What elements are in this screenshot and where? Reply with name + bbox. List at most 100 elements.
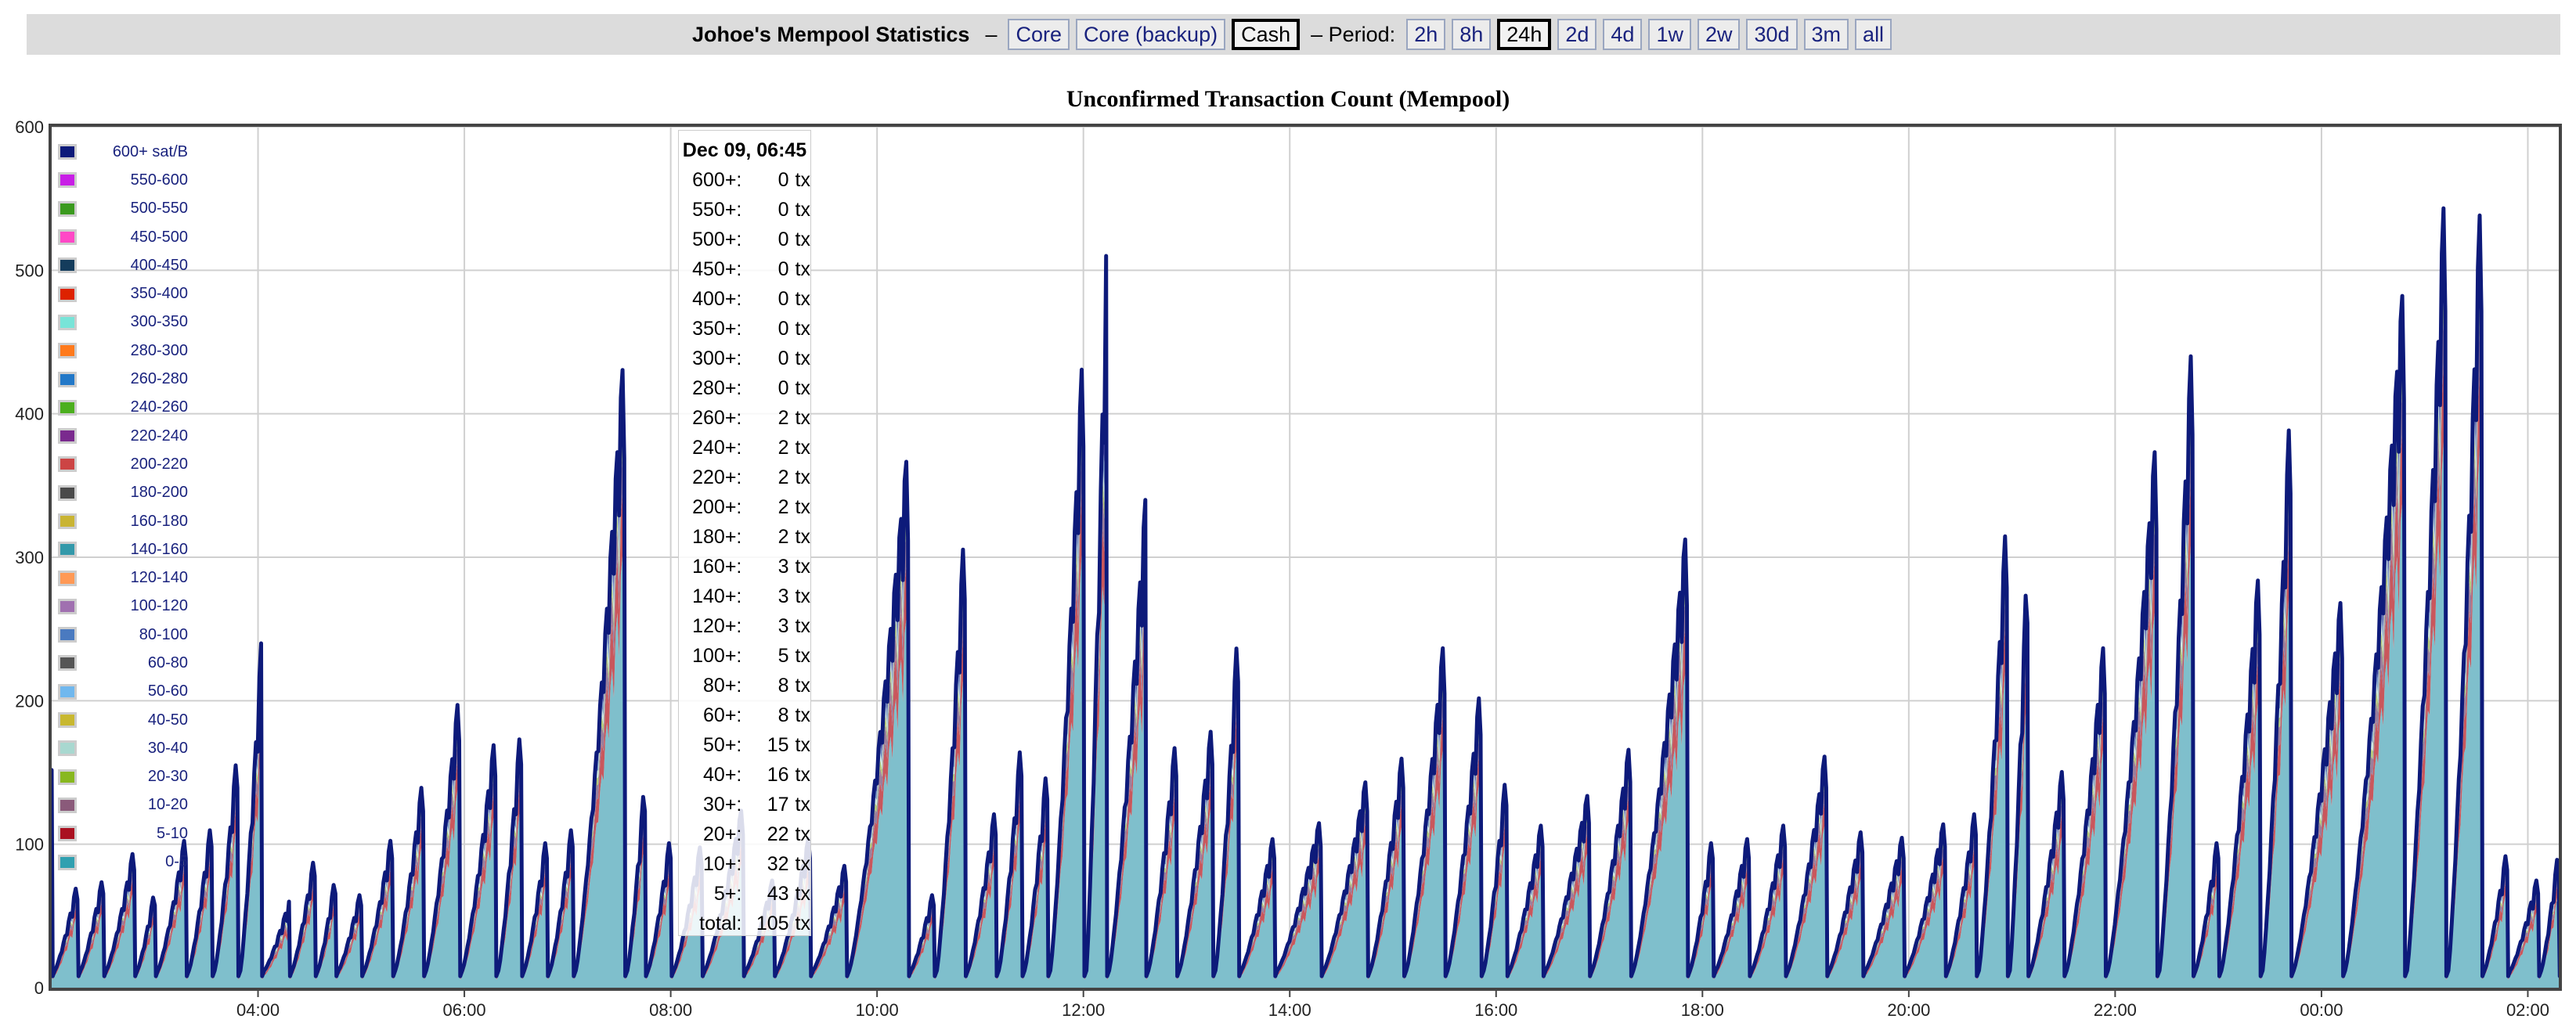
legend-label: 10-20 xyxy=(147,796,188,814)
y-tick-label: 300 xyxy=(15,548,44,567)
legend-item[interactable]: 60-80 xyxy=(58,649,188,677)
tooltip-key: 80+: xyxy=(703,675,742,697)
legend-label: 400-450 xyxy=(130,256,188,274)
tooltip-unit: tx xyxy=(795,407,810,429)
legend-item[interactable]: 300-350 xyxy=(58,308,188,337)
legend-item[interactable]: 450-500 xyxy=(58,223,188,251)
period-button-2d[interactable]: 2d xyxy=(1557,19,1597,50)
legend-item[interactable]: 40-50 xyxy=(58,706,188,734)
tooltip-title: Dec 09, 06:45 xyxy=(682,139,807,161)
period-button-4d[interactable]: 4d xyxy=(1603,19,1643,50)
legend-label: 160-180 xyxy=(130,512,188,530)
tooltip-key: 20+: xyxy=(703,823,742,845)
legend-item[interactable]: 0-5 xyxy=(58,848,188,876)
period-button-24h[interactable]: 24h xyxy=(1497,19,1552,50)
source-button-cash[interactable]: Cash xyxy=(1232,19,1301,50)
tooltip-value: 0 xyxy=(777,347,789,369)
legend-item[interactable]: 120-140 xyxy=(58,564,188,592)
legend-item[interactable]: 280-300 xyxy=(58,337,188,365)
period-button-30d[interactable]: 30d xyxy=(1746,19,1798,50)
legend-item[interactable]: 200-220 xyxy=(58,450,188,478)
hover-tooltip: Dec 09, 06:45 600+: 0 tx 550+: 0 tx 500+: 0 tx 45… xyxy=(678,130,811,936)
x-tick-label: 20:00 xyxy=(1887,1000,1930,1019)
legend-item[interactable]: 80-100 xyxy=(58,621,188,649)
legend-item[interactable]: 240-260 xyxy=(58,394,188,422)
tooltip-unit: tx xyxy=(795,704,810,726)
tooltip-row: 20+: 22 tx xyxy=(679,819,810,849)
legend-item[interactable]: 20-30 xyxy=(58,763,188,791)
tooltip-unit: tx xyxy=(795,496,810,518)
period-button-all[interactable]: all xyxy=(1855,19,1892,50)
legend-swatch xyxy=(58,286,77,302)
legend-swatch xyxy=(58,740,77,757)
legend-swatch xyxy=(58,257,77,274)
tooltip-key: 260+: xyxy=(692,407,742,429)
period-button-3m[interactable]: 3m xyxy=(1803,19,1849,50)
legend-item[interactable]: 180-200 xyxy=(58,479,188,507)
legend-swatch xyxy=(58,314,77,330)
tooltip-unit: tx xyxy=(795,169,810,191)
legend-swatch xyxy=(58,683,77,700)
tooltip-unit: tx xyxy=(795,764,810,786)
period-button-2w[interactable]: 2w xyxy=(1697,19,1741,50)
x-tick-label: 16:00 xyxy=(1474,1000,1517,1019)
period-button-1w[interactable]: 1w xyxy=(1648,19,1691,50)
legend-item[interactable]: 220-240 xyxy=(58,422,188,450)
source-button-core[interactable]: Core xyxy=(1008,19,1070,50)
period-button-2h[interactable]: 2h xyxy=(1406,19,1446,50)
legend-item[interactable]: 350-400 xyxy=(58,279,188,308)
legend-swatch xyxy=(58,428,77,445)
tooltip-value: 43 xyxy=(767,883,789,905)
tooltip-value: 0 xyxy=(777,288,789,310)
tooltip-value: 3 xyxy=(777,556,789,578)
tooltip-key: 600+: xyxy=(692,169,742,191)
tooltip-unit: tx xyxy=(795,823,810,845)
tooltip-value: 8 xyxy=(777,704,789,726)
legend-label: 280-300 xyxy=(130,341,188,359)
legend-item[interactable]: 140-160 xyxy=(58,535,188,564)
legend-item[interactable]: 260-280 xyxy=(58,365,188,393)
tooltip-row: 550+: 0 tx xyxy=(679,195,810,225)
legend-swatch xyxy=(58,144,77,160)
legend-item[interactable]: 600+ sat/B xyxy=(58,138,188,166)
legend-label: 40-50 xyxy=(147,711,188,729)
tooltip-key: 10+: xyxy=(703,853,742,875)
legend-swatch xyxy=(58,570,77,586)
legend-item[interactable]: 400-450 xyxy=(58,251,188,279)
period-button-8h[interactable]: 8h xyxy=(1452,19,1492,50)
legend-item[interactable]: 50-60 xyxy=(58,678,188,706)
tooltip-key: 240+: xyxy=(692,437,742,459)
legend-item[interactable]: 500-550 xyxy=(58,195,188,223)
plot-frame xyxy=(49,124,2562,991)
source-button-core-backup[interactable]: Core (backup) xyxy=(1076,19,1226,50)
tooltip-row: 100+: 5 tx xyxy=(679,641,810,671)
total-line xyxy=(49,206,2562,978)
x-tick-label: 00:00 xyxy=(2300,1000,2343,1019)
tooltip-row: 350+: 0 tx xyxy=(679,314,810,344)
tooltip-row: 300+: 0 tx xyxy=(679,344,810,373)
tooltip-key: 140+: xyxy=(692,585,742,607)
legend-label: 220-240 xyxy=(130,427,188,445)
tooltip-value: 0 xyxy=(777,229,789,250)
x-tick-label: 14:00 xyxy=(1268,1000,1311,1019)
tooltip-key: 60+: xyxy=(703,704,742,726)
legend-label: 600+ sat/B xyxy=(112,142,188,160)
x-tick-label: 12:00 xyxy=(1062,1000,1105,1019)
tooltip-row: 600+: 0 tx xyxy=(679,165,810,195)
legend-item[interactable]: 100-120 xyxy=(58,592,188,621)
tooltip-row: 160+: 3 tx xyxy=(679,552,810,582)
legend-item[interactable]: 30-40 xyxy=(58,734,188,762)
legend-swatch xyxy=(58,371,77,387)
legend-label: 550-600 xyxy=(130,171,188,189)
legend-item[interactable]: 160-180 xyxy=(58,507,188,535)
period-label: – Period: xyxy=(1311,22,1396,46)
tooltip-row: 220+: 2 tx xyxy=(679,463,810,492)
y-tick-label: 400 xyxy=(15,405,44,424)
tooltip-row: 280+: 0 tx xyxy=(679,373,810,403)
tooltip-row: 10+: 32 tx xyxy=(679,849,810,879)
legend-item[interactable]: 550-600 xyxy=(58,166,188,194)
legend-item[interactable]: 5-10 xyxy=(58,819,188,848)
tooltip-value: 2 xyxy=(777,466,789,488)
legend-item[interactable]: 10-20 xyxy=(58,791,188,819)
